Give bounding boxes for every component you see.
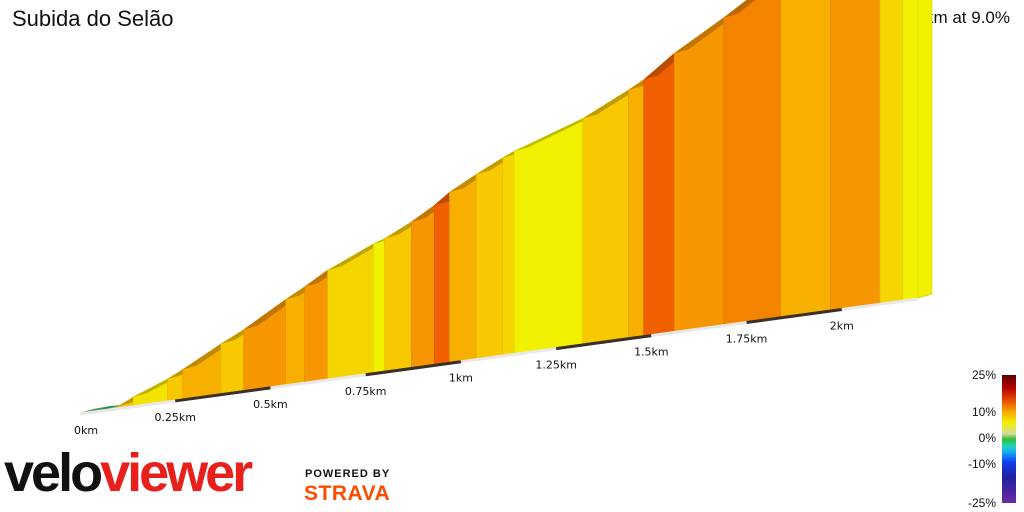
distance-band (460, 347, 557, 364)
distance-tick-label: 1.5km (634, 346, 669, 359)
gradient-segment (513, 118, 584, 354)
gradient-segment (304, 269, 328, 383)
profile-end-face (917, 0, 933, 299)
logo-velo-text: velo (4, 443, 103, 503)
legend-label-25: 25% (971, 368, 996, 382)
gradient-segment (285, 286, 306, 386)
legend-label-neg25: -25% (967, 496, 996, 510)
gradient-segment (643, 52, 675, 336)
distance-band (746, 307, 843, 325)
gradient-segment-top (582, 86, 643, 119)
gradient-segment (411, 204, 435, 368)
gradient-segment (830, 0, 881, 311)
gradient-segment-top (514, 114, 597, 152)
distance-tick-label: 0.75km (345, 385, 387, 398)
gradient-segment (582, 89, 629, 345)
gradient-segment (384, 221, 412, 372)
gradient-segment (673, 17, 725, 332)
gradient-segment (502, 150, 515, 356)
distance-tick-label: 0.25km (154, 411, 196, 424)
veloviewer-logo[interactable]: veloviewer (4, 443, 253, 503)
distance-tick-label: 1.75km (726, 333, 768, 346)
gradient-segment-top (674, 13, 738, 54)
gradient-segment (723, 0, 782, 326)
gradient-segment (475, 157, 504, 359)
gradient-segment-top (327, 239, 388, 271)
gradient-segment (879, 0, 904, 304)
gradient-segment-top (95, 405, 121, 411)
gradient-segment (902, 0, 919, 301)
climb-title: Subida do Selão (12, 6, 174, 31)
distance-tick-label: 0km (74, 424, 98, 437)
distance-tick-label: 2km (830, 319, 854, 332)
distance-axis: 0km 0.25km 0.5km 0.75km 1km 1.25km 1.5km 1.75km… (74, 297, 919, 437)
distance-band (365, 360, 462, 377)
gradient-segment (628, 79, 645, 339)
distance-band (651, 321, 747, 338)
gradient-segment (433, 191, 450, 365)
distance-tick-label: 0.5km (253, 398, 288, 411)
gradient-segment (372, 238, 386, 374)
distance-band (175, 386, 271, 403)
distance-band (841, 297, 919, 311)
distance-band (270, 373, 366, 390)
legend-label-0: 0% (978, 431, 996, 445)
strava-logo[interactable]: STRAVA (304, 482, 391, 505)
gradient-legend-bar (1002, 375, 1016, 503)
gradient-segment-top (723, 0, 756, 18)
gradient-segment (327, 243, 374, 380)
distance-tick-label: 1.25km (535, 359, 577, 372)
gradient-segment (449, 173, 477, 363)
gradient-segment (243, 298, 286, 391)
distance-band (79, 399, 176, 416)
logo-viewer-text: viewer (100, 443, 253, 503)
gradient-segments (79, 0, 933, 414)
distance-tick-label: 1km (449, 372, 473, 385)
powered-by-label: POWERED BY (305, 468, 391, 480)
distance-band (555, 334, 652, 351)
gradient-segment (780, 0, 831, 318)
legend-label-10: 10% (971, 405, 996, 419)
legend-label-neg10: -10% (967, 457, 996, 471)
gradient-segment-top (80, 406, 110, 413)
